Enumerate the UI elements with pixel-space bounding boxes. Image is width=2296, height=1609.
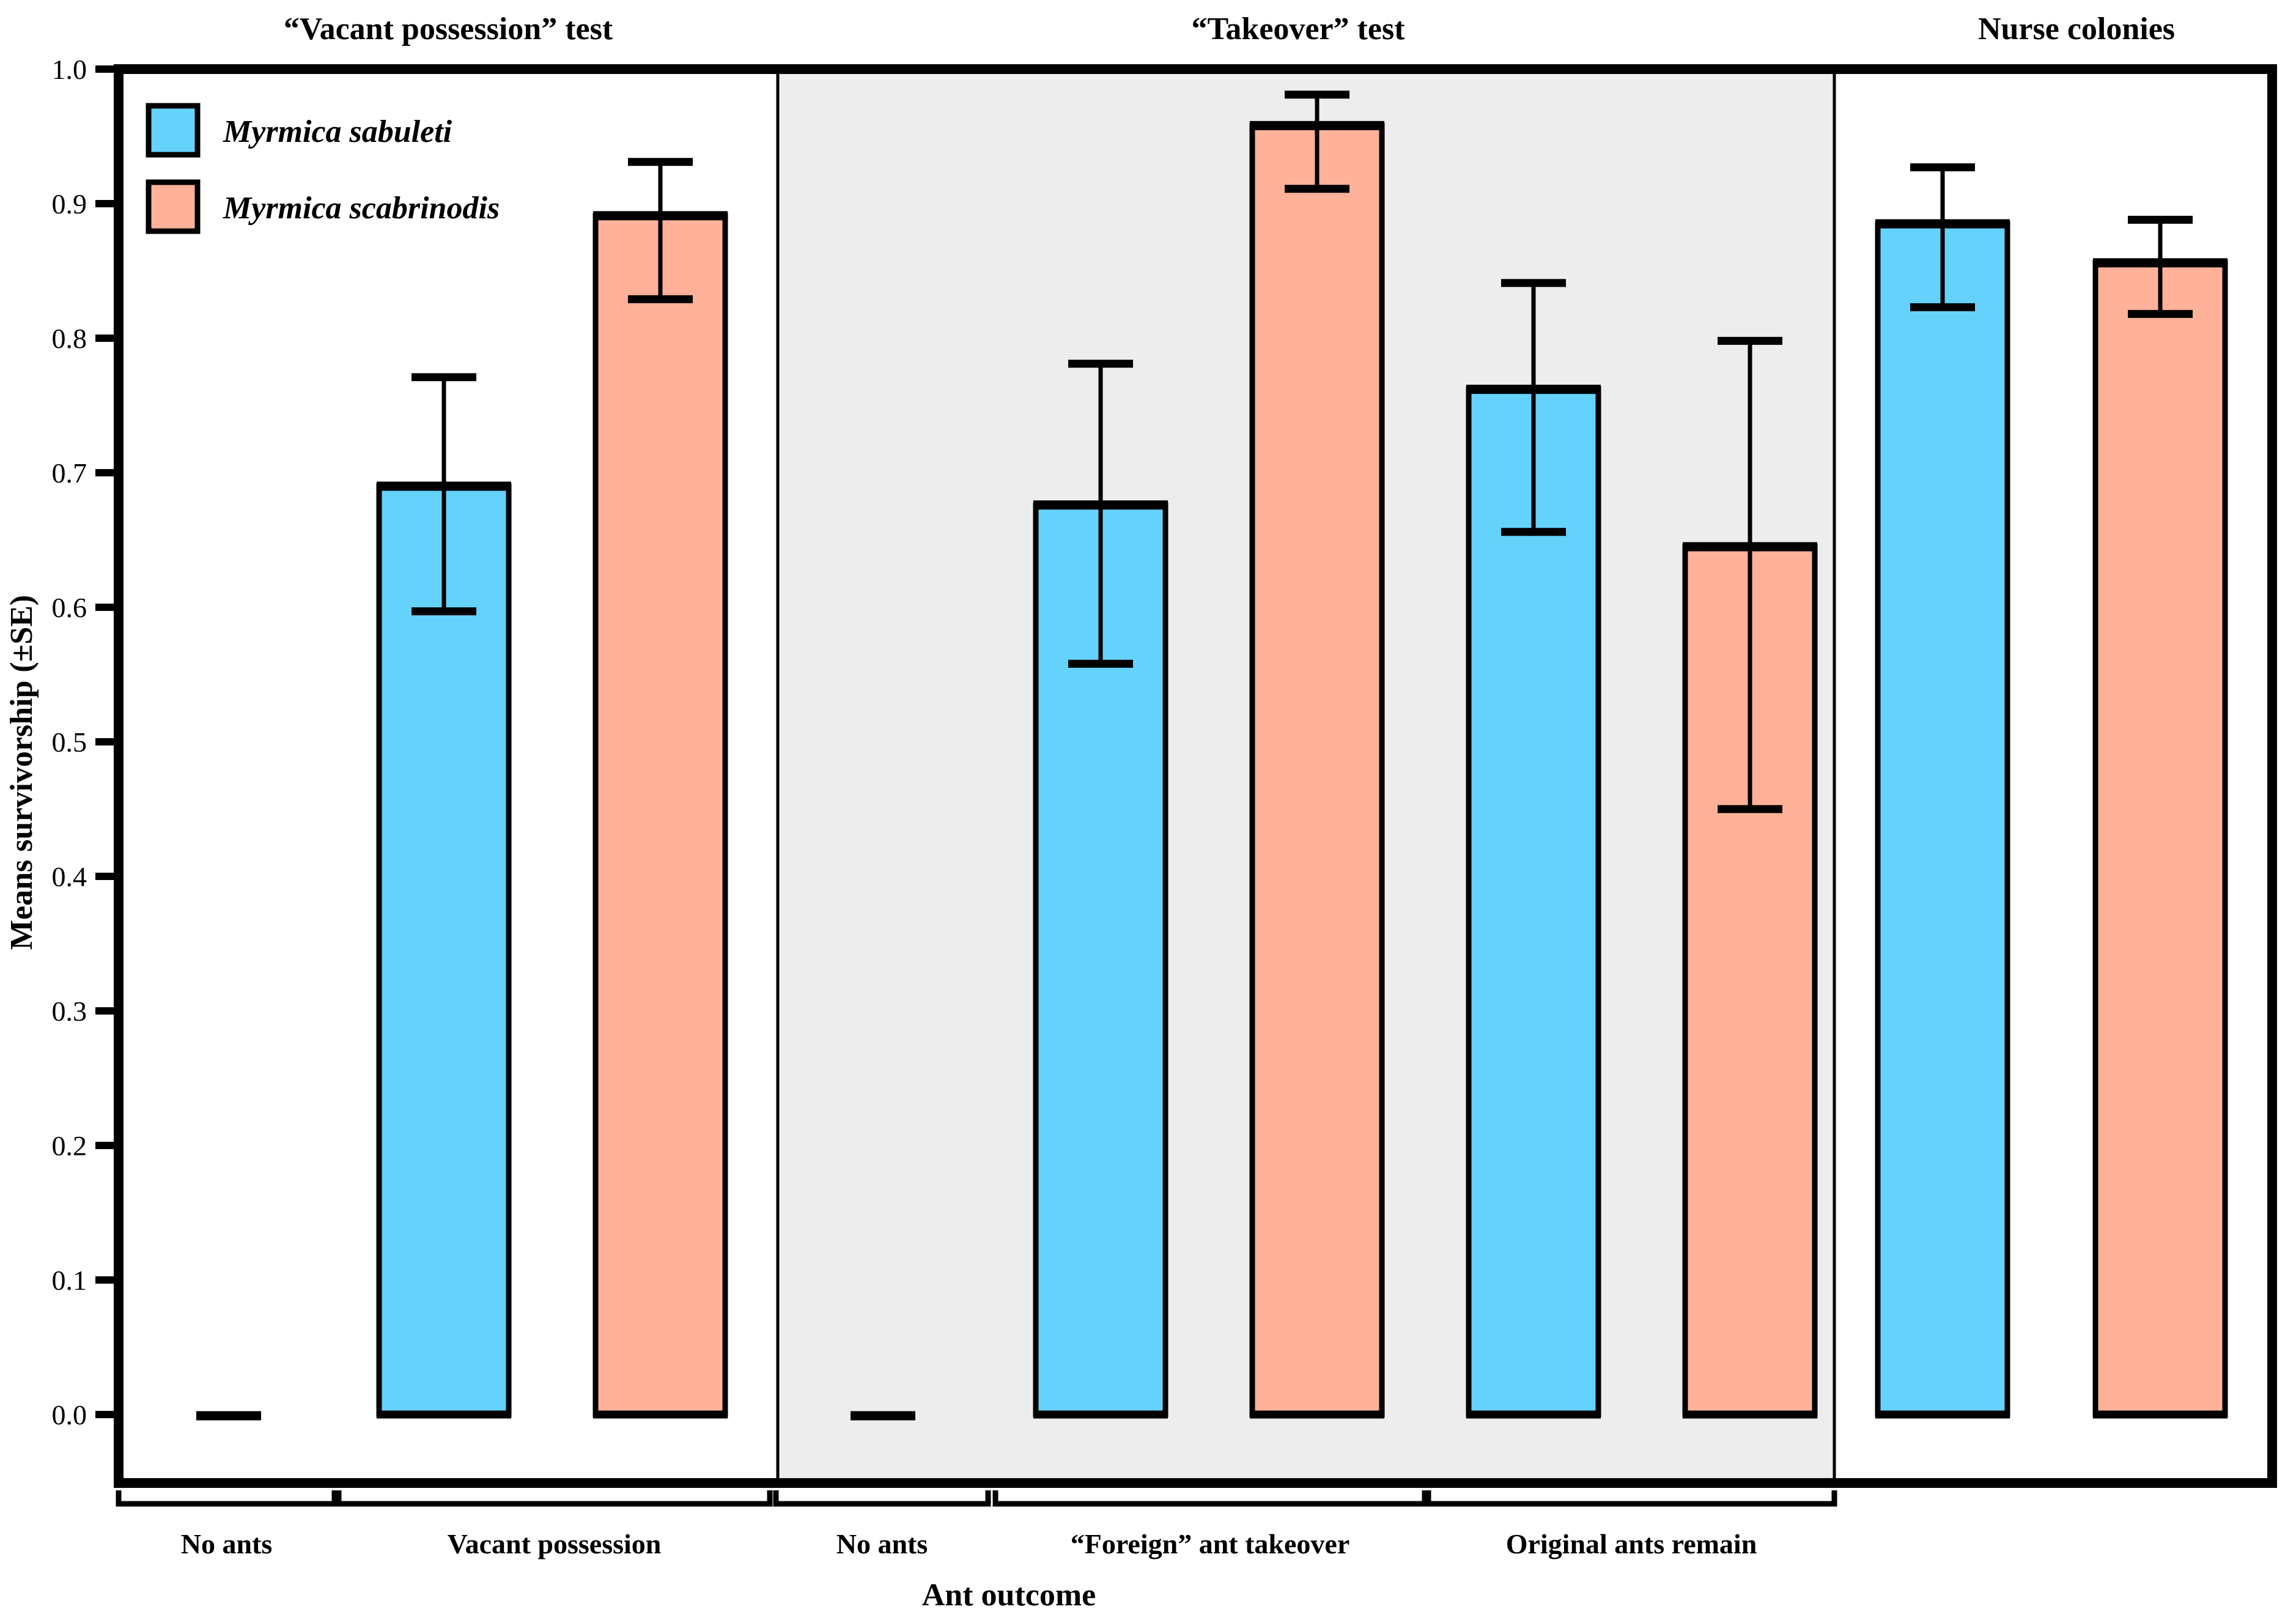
legend-swatch-sabuleti: [146, 103, 201, 158]
group-label: “Foreign” ant takeover: [1071, 1528, 1350, 1559]
group-label: No ants: [836, 1528, 928, 1559]
bar: [2092, 260, 2228, 1418]
y-tick-label: 0.3: [52, 996, 87, 1027]
plot-frame: [114, 64, 2277, 1488]
legend: Myrmica sabuleti Myrmica scabrinodis: [146, 103, 500, 234]
legend-label-scabrinodis: Myrmica scabrinodis: [223, 191, 500, 226]
y-tick-label: 0.5: [52, 727, 87, 758]
y-tick-label: 0.9: [52, 188, 87, 220]
group-label: No ants: [181, 1528, 273, 1559]
y-axis-title: Means survivorship (±SE): [4, 595, 39, 950]
group-bracket: [992, 1490, 1428, 1507]
y-tick-label: 0.4: [52, 861, 87, 892]
bar: [592, 213, 728, 1418]
bar: [1466, 387, 1601, 1418]
y-tick-label: 0.0: [52, 1399, 87, 1430]
group-bracket: [116, 1490, 338, 1507]
legend-swatch-scabrinodis: [146, 179, 201, 234]
y-tick-label: 0.7: [52, 457, 87, 489]
bar: [1249, 122, 1385, 1418]
y-tick-label: 0.2: [52, 1130, 87, 1161]
group-label: Original ants remain: [1506, 1528, 1757, 1559]
panel-title-takeover: “Takeover” test: [1191, 12, 1405, 46]
panel-title-nurse-colonies: Nurse colonies: [1978, 12, 2175, 46]
y-tick-label: 0.1: [52, 1265, 87, 1296]
y-tick-label: 0.6: [52, 592, 87, 623]
y-tick-label: 0.8: [52, 323, 87, 354]
group-label: Vacant possession: [448, 1528, 662, 1559]
bars-and-errorbars: [196, 91, 2228, 1421]
group-bracket: [773, 1490, 991, 1507]
x-axis-title: Ant outcome: [922, 1578, 1096, 1609]
group-brackets-and-labels: No ants Vacant possession No ants “Foreign”…: [116, 1490, 1837, 1559]
group-bracket: [1425, 1490, 1837, 1507]
panel-title-vacant-possession: “Vacant possession” test: [284, 12, 613, 46]
bar: [376, 483, 512, 1418]
plot-frame-and-ticks: 1.0 0.9 0.8 0.7 0.6 0.5 0.4 0.3 0.2 0.1 0.0: [52, 54, 2277, 1488]
bar: [1875, 221, 2010, 1418]
group-bracket: [336, 1490, 773, 1507]
legend-label-sabuleti: Myrmica sabuleti: [223, 114, 452, 149]
y-tick-label: 1.0: [52, 54, 87, 85]
